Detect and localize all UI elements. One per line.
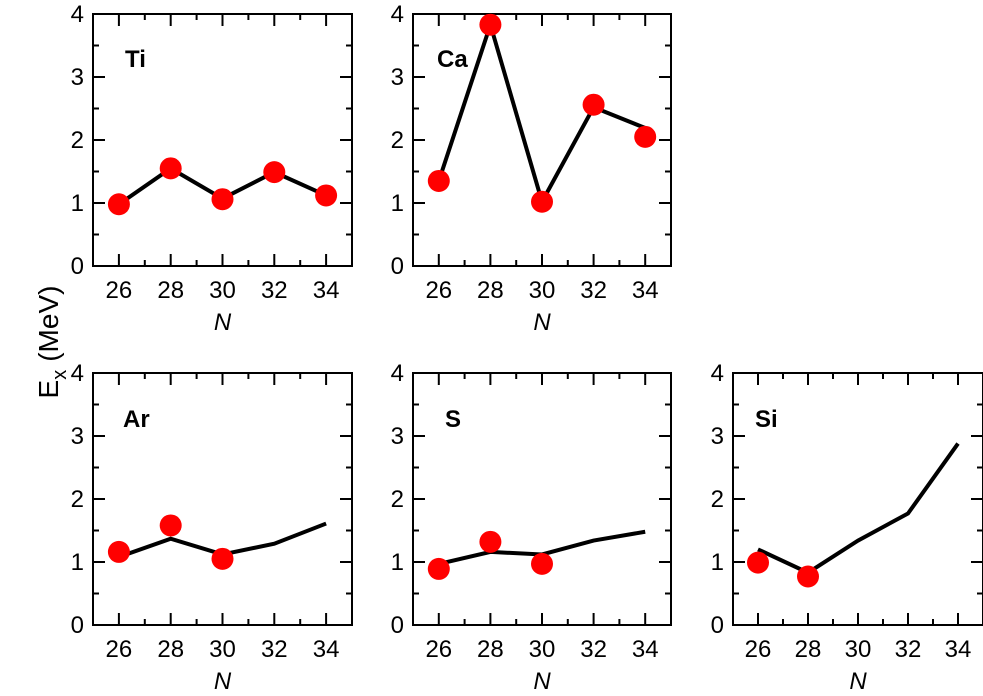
y-tick-label: 1 bbox=[71, 190, 84, 217]
y-tick-label: 4 bbox=[71, 1, 84, 28]
y-tick-label: 3 bbox=[711, 423, 724, 450]
x-tick-label: 32 bbox=[895, 636, 922, 663]
x-tick-label: 30 bbox=[529, 277, 556, 304]
x-axis-title: N bbox=[214, 309, 232, 336]
y-axis-title-unit: (MeV) bbox=[33, 286, 64, 362]
y-tick-label: 2 bbox=[71, 486, 84, 513]
y-tick-label: 3 bbox=[71, 64, 84, 91]
panel-label: Ca bbox=[437, 46, 468, 73]
y-tick-label: 0 bbox=[391, 612, 404, 639]
y-tick-label: 0 bbox=[391, 253, 404, 280]
y-tick-label: 4 bbox=[711, 360, 724, 387]
y-tick-label: 2 bbox=[71, 127, 84, 154]
y-tick-label: 0 bbox=[711, 612, 724, 639]
x-tick-label: 28 bbox=[477, 277, 504, 304]
x-axis-title: N bbox=[533, 309, 551, 336]
experiment-point bbox=[263, 161, 286, 184]
experiment-point bbox=[159, 514, 182, 537]
y-tick-label: 2 bbox=[391, 127, 404, 154]
y-tick-label: 2 bbox=[391, 486, 404, 513]
experiment-point bbox=[159, 157, 182, 180]
experiment-point bbox=[582, 93, 605, 116]
experiment-point bbox=[427, 169, 450, 192]
y-tick-label: 1 bbox=[711, 549, 724, 576]
x-tick-label: 26 bbox=[745, 636, 772, 663]
x-tick-label: 32 bbox=[580, 636, 607, 663]
experiment-point bbox=[531, 552, 553, 575]
x-tick-label: 30 bbox=[209, 636, 236, 663]
x-tick-label: 26 bbox=[425, 277, 452, 304]
x-tick-label: 32 bbox=[580, 277, 607, 304]
x-tick-label: 26 bbox=[106, 636, 133, 663]
experiment-point bbox=[107, 193, 130, 216]
x-tick-label: 30 bbox=[209, 277, 236, 304]
experiment-point bbox=[747, 551, 769, 574]
y-axis-title: Ex (MeV) bbox=[33, 286, 71, 399]
y-tick-label: 0 bbox=[71, 253, 84, 280]
x-tick-label: 26 bbox=[425, 636, 452, 663]
panel-label: Si bbox=[755, 406, 778, 433]
panel-label: Ti bbox=[125, 46, 146, 73]
y-tick-label: 3 bbox=[391, 423, 404, 450]
experiment-point bbox=[427, 557, 450, 580]
x-tick-label: 32 bbox=[261, 277, 288, 304]
y-tick-label: 1 bbox=[391, 549, 404, 576]
x-tick-label: 28 bbox=[795, 636, 822, 663]
experiment-point bbox=[211, 547, 234, 570]
experiment-point bbox=[634, 125, 657, 148]
x-tick-label: 30 bbox=[529, 636, 556, 663]
x-tick-label: 34 bbox=[632, 277, 659, 304]
panel-label: Ar bbox=[123, 406, 150, 433]
panel-label: S bbox=[445, 406, 461, 433]
y-tick-label: 3 bbox=[71, 423, 84, 450]
experiment-point bbox=[797, 565, 819, 588]
x-tick-label: 34 bbox=[632, 636, 659, 663]
experiment-point bbox=[211, 188, 234, 211]
x-tick-label: 34 bbox=[313, 636, 340, 663]
x-tick-label: 30 bbox=[845, 636, 872, 663]
experiment-point bbox=[315, 184, 338, 207]
x-tick-label: 34 bbox=[313, 277, 340, 304]
y-tick-label: 0 bbox=[71, 612, 84, 639]
x-axis-title: N bbox=[849, 668, 867, 695]
x-axis-title: N bbox=[533, 668, 551, 695]
y-tick-label: 1 bbox=[391, 190, 404, 217]
y-tick-label: 4 bbox=[391, 360, 404, 387]
experiment-point bbox=[479, 530, 502, 553]
x-axis-title: N bbox=[214, 668, 232, 695]
y-axis-title-sub: x bbox=[49, 370, 71, 380]
x-tick-label: 32 bbox=[261, 636, 288, 663]
experiment-point bbox=[531, 190, 553, 213]
experiment-point bbox=[107, 540, 130, 563]
experiment-point bbox=[479, 13, 502, 36]
y-tick-label: 4 bbox=[391, 1, 404, 28]
y-tick-label: 2 bbox=[711, 486, 724, 513]
x-tick-label: 26 bbox=[106, 277, 133, 304]
y-axis-title-main: E bbox=[33, 380, 64, 399]
theory-line bbox=[757, 442, 960, 575]
x-tick-label: 28 bbox=[157, 277, 184, 304]
x-tick-label: 28 bbox=[157, 636, 184, 663]
theory-line bbox=[436, 17, 646, 207]
x-tick-label: 34 bbox=[945, 636, 972, 663]
y-tick-label: 1 bbox=[71, 549, 84, 576]
y-tick-label: 4 bbox=[71, 360, 84, 387]
y-tick-label: 3 bbox=[391, 64, 404, 91]
x-tick-label: 28 bbox=[477, 636, 504, 663]
